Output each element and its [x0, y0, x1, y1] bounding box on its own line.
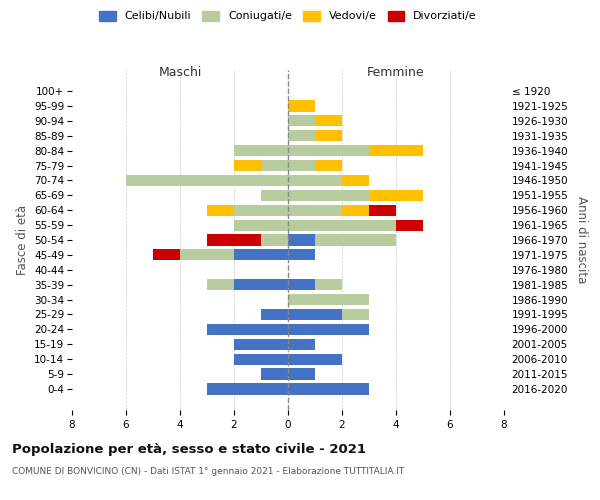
Bar	[126, 175, 288, 186]
Bar	[288, 160, 315, 171]
Bar	[180, 250, 234, 260]
Bar	[288, 234, 315, 246]
Bar	[234, 160, 261, 171]
Bar	[234, 250, 288, 260]
Bar	[234, 220, 288, 230]
Bar	[288, 294, 369, 305]
Bar	[315, 130, 342, 141]
Bar	[288, 220, 396, 230]
Bar	[288, 100, 315, 112]
Text: Maschi: Maschi	[158, 66, 202, 79]
Bar	[261, 234, 288, 246]
Bar	[207, 279, 234, 290]
Bar	[315, 279, 342, 290]
Bar	[288, 130, 315, 141]
Bar	[288, 175, 342, 186]
Text: Popolazione per età, sesso e stato civile - 2021: Popolazione per età, sesso e stato civil…	[12, 442, 366, 456]
Bar	[207, 234, 261, 246]
Bar	[234, 145, 288, 156]
Bar	[234, 279, 288, 290]
Bar	[396, 220, 423, 230]
Bar	[288, 338, 315, 350]
Bar	[342, 204, 369, 216]
Bar	[288, 145, 369, 156]
Bar	[369, 190, 423, 201]
Bar	[288, 309, 342, 320]
Bar	[207, 384, 288, 394]
Bar	[369, 145, 423, 156]
Bar	[207, 324, 288, 335]
Bar	[342, 175, 369, 186]
Bar	[342, 309, 369, 320]
Bar	[315, 160, 342, 171]
Bar	[288, 368, 315, 380]
Bar	[261, 160, 288, 171]
Text: COMUNE DI BONVICINO (CN) - Dati ISTAT 1° gennaio 2021 - Elaborazione TUTTITALIA.: COMUNE DI BONVICINO (CN) - Dati ISTAT 1°…	[12, 468, 404, 476]
Y-axis label: Fasce di età: Fasce di età	[16, 205, 29, 275]
Bar	[288, 115, 315, 126]
Bar	[288, 190, 369, 201]
Bar	[288, 324, 369, 335]
Bar	[234, 354, 288, 365]
Y-axis label: Anni di nascita: Anni di nascita	[575, 196, 588, 284]
Bar	[234, 338, 288, 350]
Legend: Celibi/Nubili, Coniugati/e, Vedovi/e, Divorziati/e: Celibi/Nubili, Coniugati/e, Vedovi/e, Di…	[99, 10, 477, 22]
Bar	[261, 190, 288, 201]
Bar	[234, 204, 288, 216]
Bar	[288, 250, 315, 260]
Bar	[288, 279, 315, 290]
Bar	[261, 368, 288, 380]
Bar	[369, 204, 396, 216]
Bar	[288, 204, 342, 216]
Bar	[315, 234, 396, 246]
Bar	[261, 309, 288, 320]
Text: Femmine: Femmine	[367, 66, 425, 79]
Bar	[288, 384, 369, 394]
Bar	[153, 250, 180, 260]
Bar	[288, 354, 342, 365]
Bar	[315, 115, 342, 126]
Bar	[207, 204, 234, 216]
